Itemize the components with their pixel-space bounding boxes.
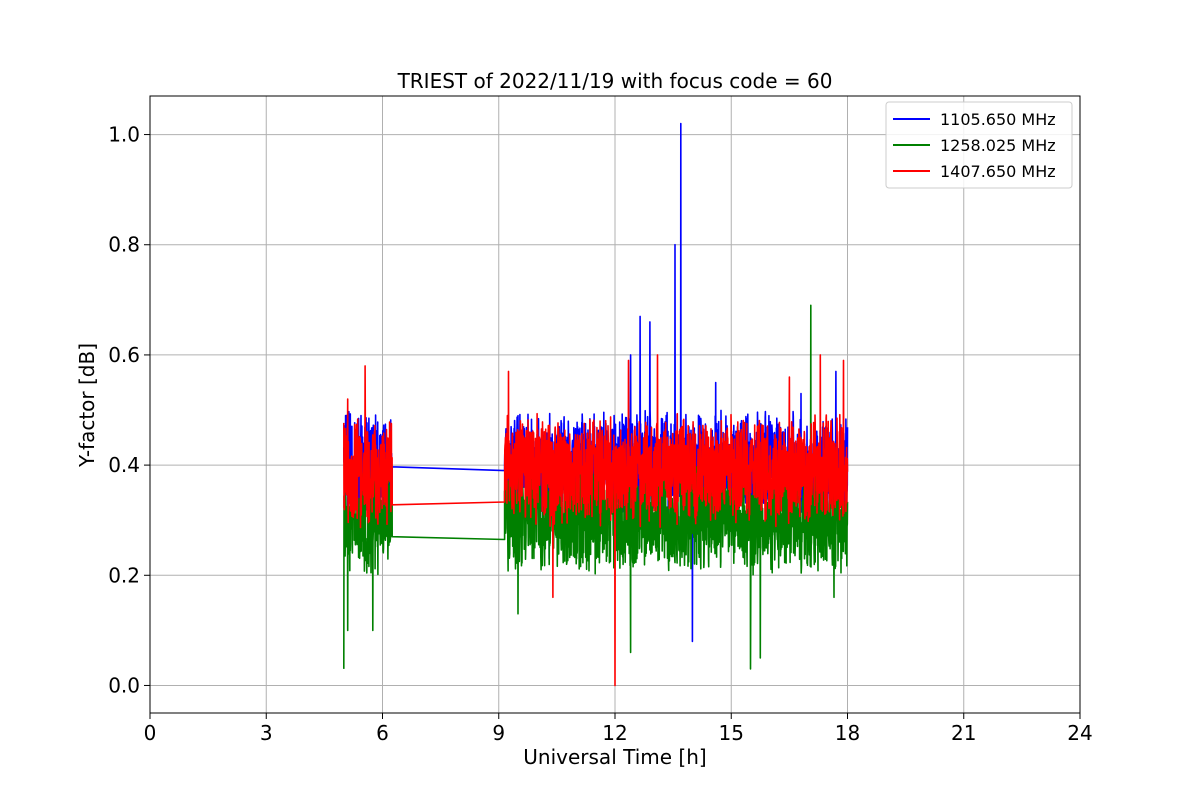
y-tick-label: 0.0	[108, 673, 140, 697]
x-tick-label: 0	[144, 721, 157, 745]
legend-label-1: 1258.025 MHz	[940, 136, 1056, 155]
x-tick-label: 9	[492, 721, 505, 745]
y-tick-label: 0.8	[108, 233, 140, 257]
series-layer	[343, 122, 849, 687]
chart-title: TRIEST of 2022/11/19 with focus code = 6…	[397, 69, 833, 93]
y-tick-label: 1.0	[108, 123, 140, 147]
y-tick-label: 0.4	[108, 453, 140, 477]
grid-lines	[149, 96, 1081, 713]
x-tick-label: 3	[260, 721, 273, 745]
x-tick-label: 12	[602, 721, 627, 745]
axis-ticks: 0 3 6 9 12 15 18 21 24 0.0 0.2 0.4 0.6 0.8 1.0	[108, 123, 1093, 745]
y-tick-label: 0.2	[108, 563, 140, 587]
x-tick-label: 15	[719, 721, 744, 745]
series-line-1	[343, 304, 849, 670]
x-tick-label: 6	[376, 721, 389, 745]
legend-label-2: 1407.650 MHz	[940, 162, 1056, 181]
x-axis-label: Universal Time [h]	[523, 745, 706, 769]
x-tick-label: 24	[1067, 721, 1092, 745]
x-tick-label: 21	[951, 721, 976, 745]
y-axis-label: Y-factor [dB]	[75, 343, 99, 468]
legend: 1105.650 MHz 1258.025 MHz 1407.650 MHz	[885, 101, 1073, 189]
series-line-2	[343, 354, 849, 687]
legend-frame	[885, 101, 1073, 189]
x-tick-label: 18	[835, 721, 860, 745]
y-tick-label: 0.6	[108, 343, 140, 367]
legend-label-0: 1105.650 MHz	[940, 110, 1056, 129]
